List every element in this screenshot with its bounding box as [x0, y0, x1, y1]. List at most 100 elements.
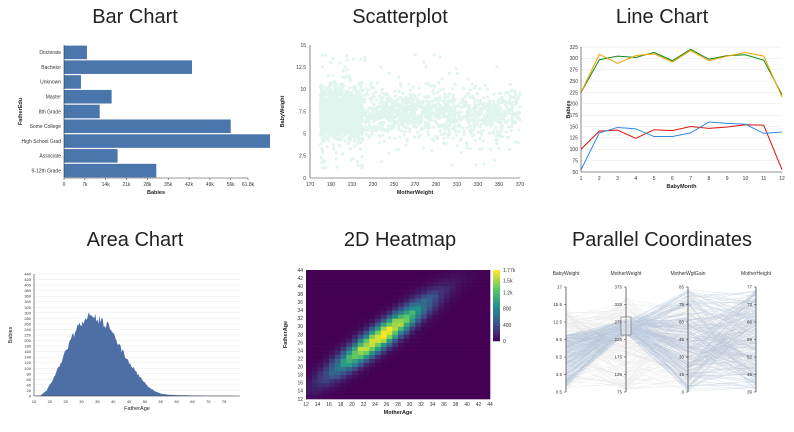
selected-line: [565, 305, 757, 385]
scatter-point: [421, 127, 425, 131]
scatter-point: [347, 113, 351, 117]
selected-line: [565, 299, 757, 345]
heatmap-cell: [444, 322, 451, 327]
scatter-point: [331, 146, 336, 150]
scatter-point: [339, 93, 344, 97]
heatmap-cell: [306, 366, 313, 372]
scatter-point: [468, 147, 472, 151]
scatter-point: [435, 114, 439, 118]
scatter-point: [350, 121, 354, 125]
scatter-point: [383, 109, 387, 114]
scatter-point: [474, 84, 478, 88]
context-line: [565, 303, 757, 370]
scatter-point: [448, 109, 452, 113]
scatter-point: [337, 118, 341, 123]
context-line: [565, 312, 757, 361]
heatmap-cell: [317, 338, 324, 343]
scatter-point: [352, 113, 357, 117]
heatmap-cell: [398, 386, 405, 392]
scatter-point: [386, 94, 390, 98]
scatter-point: [325, 110, 329, 114]
scatter-point: [493, 111, 497, 115]
scatter-point: [517, 111, 521, 115]
heatmap-cell: [461, 270, 468, 275]
scatter-point: [327, 94, 331, 98]
scatter-point: [411, 85, 415, 89]
scatter-point: [339, 112, 343, 117]
scatter-point: [350, 120, 355, 125]
scatter-point: [430, 105, 434, 109]
scatter-point: [424, 109, 428, 113]
scatter-point: [355, 107, 359, 111]
scatter-point: [397, 113, 401, 118]
scatter-point: [323, 111, 327, 116]
heatmap-cell: [317, 298, 324, 303]
scatter-point: [505, 135, 509, 139]
context-line: [565, 289, 757, 353]
scatter-point: [365, 117, 369, 121]
scatter-point: [330, 111, 334, 115]
selected-line: [565, 322, 757, 377]
scatter-point: [326, 111, 330, 115]
scatter-point: [429, 113, 434, 117]
scatter-point: [356, 103, 360, 107]
scatter-point: [496, 102, 500, 106]
y-tick-label: 28: [297, 332, 303, 338]
heatmap-cell: [386, 294, 393, 299]
scatter-point: [387, 109, 391, 113]
x-tick-label: 12: [303, 402, 309, 408]
scatter-point: [378, 123, 382, 127]
scatter-point: [409, 108, 413, 112]
scatter-point: [385, 96, 389, 100]
scatter-point: [321, 115, 325, 120]
x-tick-label: 18: [338, 402, 344, 408]
scatter-point: [407, 82, 411, 86]
scatter-point: [474, 113, 478, 117]
scatter-point: [385, 128, 389, 132]
heatmap-cell: [334, 370, 341, 376]
scatter-point: [423, 123, 427, 128]
selected-line: [565, 323, 757, 371]
scatter-point: [381, 133, 385, 137]
scatter-point: [341, 105, 345, 110]
scatter-point: [319, 99, 323, 103]
heatmap-cell: [329, 390, 336, 396]
scatter-point: [337, 102, 341, 106]
scatter-point: [376, 126, 380, 130]
heatmap-cell: [306, 382, 313, 388]
scatter-point: [347, 114, 351, 118]
heatmap-cell: [375, 322, 382, 327]
scatter-point: [400, 123, 405, 128]
scatter-point: [431, 84, 435, 88]
heatmap-cell: [398, 394, 405, 400]
scatter-point: [472, 103, 477, 107]
scatter-point: [495, 102, 499, 107]
heatmap-cell: [409, 370, 416, 376]
selected-line: [565, 328, 757, 366]
selected-line: [565, 313, 757, 363]
scatter-point: [476, 110, 480, 114]
scatter-point: [326, 93, 331, 97]
scatter-point: [425, 104, 430, 108]
scatter-point: [341, 110, 346, 115]
heatmap-cell: [449, 302, 456, 307]
scatter-point: [351, 124, 355, 128]
scatter-point: [507, 135, 511, 139]
scatter-point: [441, 123, 446, 127]
heatmap-cell: [415, 306, 422, 311]
context-line: [565, 302, 757, 373]
scatter-point: [323, 111, 327, 115]
heatmap-cell: [478, 282, 485, 287]
scatter-point: [330, 122, 335, 126]
scatter-point: [451, 101, 455, 105]
scatter-point: [475, 92, 480, 96]
selected-line: [565, 320, 757, 377]
scatter-point: [382, 139, 386, 143]
scatter-point: [472, 109, 476, 113]
scatter-point: [341, 125, 346, 130]
scatter-point: [513, 103, 518, 107]
heatmap-cell: [392, 366, 399, 372]
scatter-point: [343, 110, 347, 114]
heatmap-cell: [380, 370, 387, 376]
